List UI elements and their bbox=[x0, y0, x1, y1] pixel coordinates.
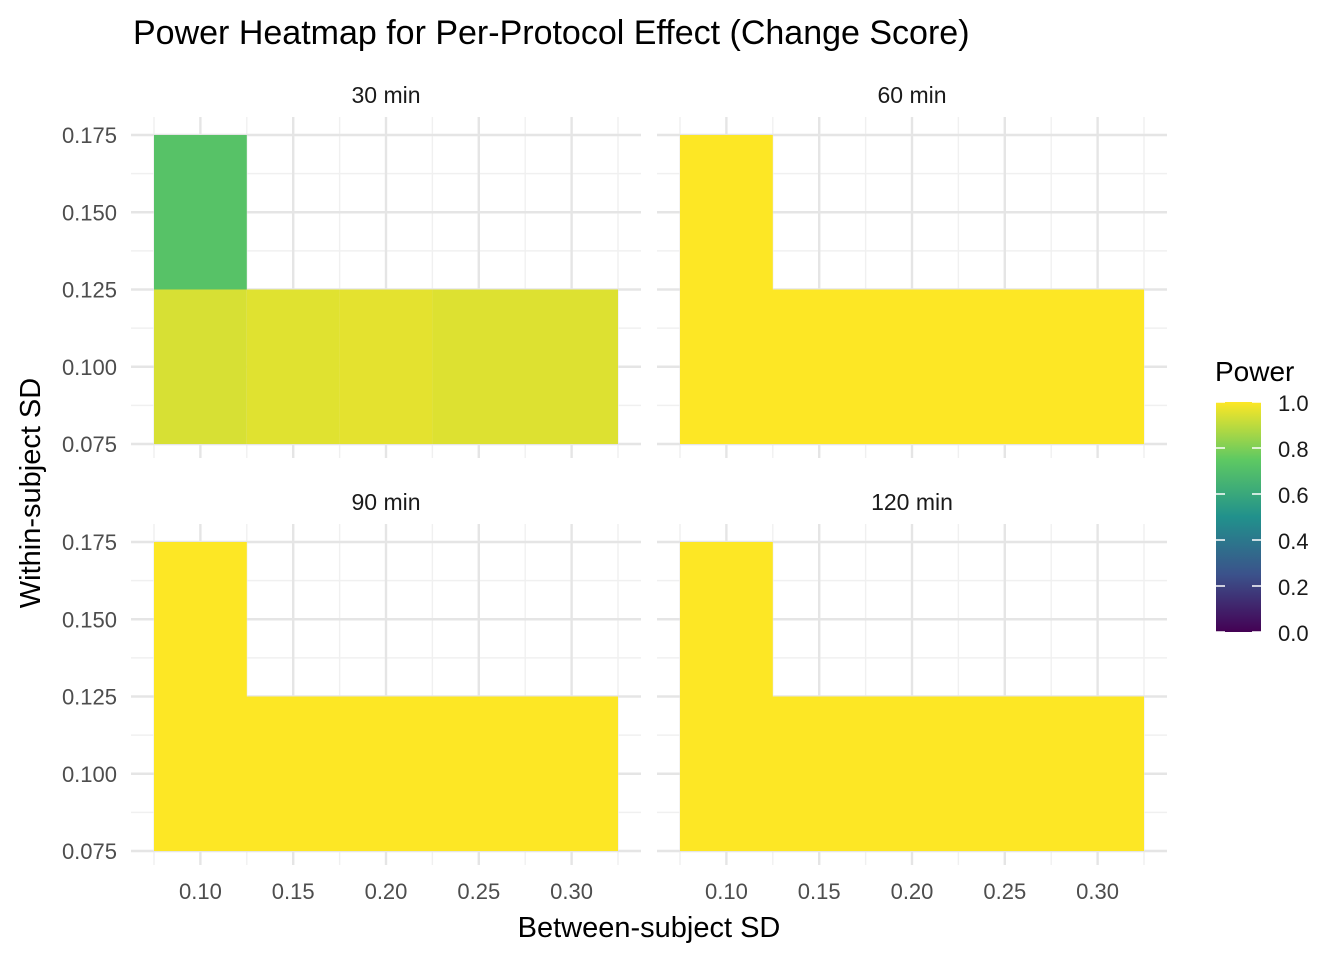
legend-tick-label: 1.0 bbox=[1278, 391, 1309, 416]
y-tick-label: 0.075 bbox=[62, 839, 117, 864]
x-tick-label: 0.10 bbox=[705, 879, 748, 904]
y-tick-label: 0.075 bbox=[62, 432, 117, 457]
heatmap-cell bbox=[680, 542, 773, 697]
facet-strip-label: 30 min bbox=[351, 82, 420, 108]
legend-ticks: 1.0 0.8 0.6 0.4 0.2 0.0 bbox=[1216, 391, 1309, 646]
facet-strip-label: 120 min bbox=[871, 489, 953, 515]
legend-tick-label: 0.0 bbox=[1278, 621, 1309, 646]
x-tick-label: 0.15 bbox=[272, 879, 315, 904]
x-tick-label: 0.10 bbox=[179, 879, 222, 904]
heatmap-cell bbox=[154, 289, 247, 444]
facet-panels: 30 min 0.075 0.100 0.125 0.150 0.175 60 min 90 … bbox=[62, 82, 1167, 904]
heatmap-cell bbox=[154, 696, 618, 851]
x-tick-label: 0.30 bbox=[1076, 879, 1119, 904]
heatmap-cell bbox=[680, 696, 1144, 851]
legend-tick-label: 0.2 bbox=[1278, 575, 1309, 600]
facet-panel: 120 min 0.10 0.15 0.20 0.25 0.30 bbox=[657, 489, 1167, 904]
facet-strip-label: 90 min bbox=[351, 489, 420, 515]
x-tick-label: 0.20 bbox=[891, 879, 934, 904]
y-tick-label: 0.125 bbox=[62, 685, 117, 710]
heatmap-cell bbox=[154, 135, 247, 290]
heatmap-cell bbox=[246, 289, 340, 444]
y-tick-label: 0.150 bbox=[62, 607, 117, 632]
color-legend: Power 1.0 0.8 0.6 0.4 0.2 0.0 bbox=[1215, 356, 1309, 646]
facet-strip-label: 60 min bbox=[877, 82, 946, 108]
x-tick-label: 0.25 bbox=[457, 879, 500, 904]
legend-tick-label: 0.6 bbox=[1278, 483, 1309, 508]
heatmap-cell bbox=[680, 135, 773, 290]
y-axis-title: Within-subject SD bbox=[15, 378, 47, 608]
x-tick-label: 0.30 bbox=[550, 879, 593, 904]
x-tick-label: 0.25 bbox=[983, 879, 1026, 904]
legend-tick-label: 0.4 bbox=[1278, 529, 1309, 554]
y-tick-label: 0.100 bbox=[62, 355, 117, 380]
heatmap-cell bbox=[432, 289, 618, 444]
chart-title: Power Heatmap for Per-Protocol Effect (C… bbox=[133, 14, 970, 52]
y-tick-label: 0.100 bbox=[62, 762, 117, 787]
x-axis-title: Between-subject SD bbox=[518, 912, 781, 944]
facet-panel: 30 min 0.075 0.100 0.125 0.150 0.175 bbox=[62, 82, 641, 458]
y-tick-label: 0.175 bbox=[62, 530, 117, 555]
facet-panel: 90 min 0.075 0.100 0.125 0.150 0.175 0.10 0.15 0… bbox=[62, 489, 641, 904]
legend-colorbar bbox=[1216, 402, 1261, 632]
x-tick-label: 0.15 bbox=[798, 879, 841, 904]
heatmap-cell bbox=[339, 289, 433, 444]
facet-panel: 60 min bbox=[657, 82, 1167, 458]
y-tick-label: 0.125 bbox=[62, 278, 117, 303]
legend-tick-label: 0.8 bbox=[1278, 437, 1309, 462]
y-tick-label: 0.175 bbox=[62, 123, 117, 148]
heatmap-cell bbox=[680, 289, 1144, 444]
heatmap-cell bbox=[154, 542, 247, 697]
x-tick-label: 0.20 bbox=[365, 879, 408, 904]
y-tick-label: 0.150 bbox=[62, 200, 117, 225]
legend-title: Power bbox=[1215, 356, 1294, 387]
